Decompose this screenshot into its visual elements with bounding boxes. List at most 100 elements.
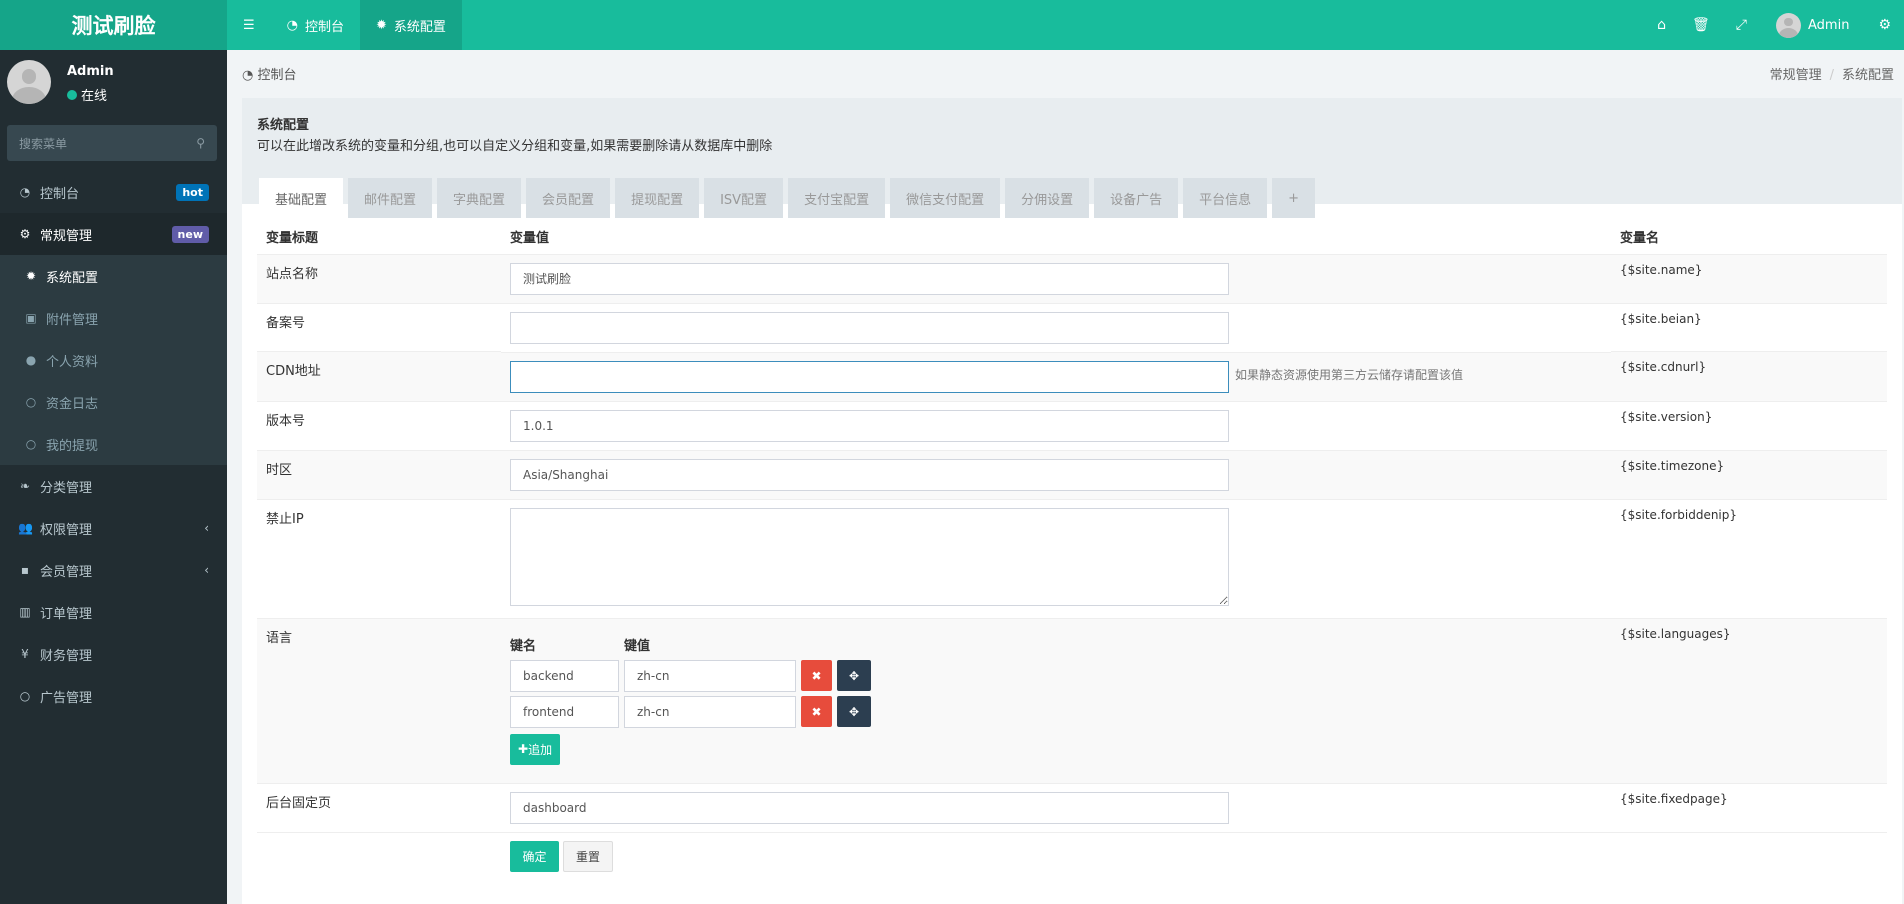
user-menu[interactable]: Admin: [1760, 0, 1865, 50]
sidebar-item-withdraw[interactable]: ○ 我的提现: [0, 423, 227, 465]
sidebar-item-fundlog[interactable]: ○ 资金日志: [0, 381, 227, 423]
sidebar-item-ads[interactable]: ○ 广告管理: [0, 675, 227, 717]
chevron-left-icon: ‹: [204, 521, 209, 535]
fixed-page-input[interactable]: [510, 791, 1229, 824]
sidebar-item-member[interactable]: ▪ 会员管理 ‹: [0, 549, 227, 591]
tab-9[interactable]: 设备广告: [1094, 178, 1179, 218]
breadcrumb-home[interactable]: ◔ 控制台: [242, 64, 297, 83]
beian-input[interactable]: [510, 311, 1229, 344]
sidebar-item-auth[interactable]: 👥 权限管理 ‹: [0, 507, 227, 549]
row-label: 时区: [257, 449, 501, 499]
key-input[interactable]: [510, 659, 619, 692]
panel-description: 可以在此增改系统的变量和分组,也可以自定义分组和变量,如果需要删除请从数据库中删…: [257, 139, 773, 154]
var-name: {$site.timezone}: [1611, 449, 1887, 499]
move-icon: ✥: [848, 668, 860, 683]
actions-row: 确定 重置: [257, 831, 1887, 880]
sidebar-item-label: 权限管理: [40, 522, 93, 538]
sidebar-item-finance[interactable]: ¥ 财务管理: [0, 633, 227, 675]
sidebar-item-dashboard[interactable]: ◔ 控制台 hot: [0, 171, 227, 213]
chevron-left-icon: ‹: [204, 563, 209, 577]
tab-0[interactable]: 基础配置: [259, 178, 344, 218]
search-icon[interactable]: ⚲: [196, 136, 205, 150]
version-input[interactable]: [510, 409, 1229, 442]
sidebar-item-attachment[interactable]: ▣ 附件管理: [0, 297, 227, 339]
tab-6[interactable]: 支付宝配置: [788, 178, 886, 218]
reset-button[interactable]: 重置: [563, 840, 613, 872]
sidebar-item-profile[interactable]: ● 个人资料: [0, 339, 227, 381]
table-row: CDN地址 如果静态资源使用第三方云储存请配置该值 {$site.cdnurl}: [257, 351, 1887, 401]
avatar: [1776, 12, 1801, 38]
dashboard-icon: ◔: [242, 68, 258, 83]
drag-handle[interactable]: ✥: [837, 660, 871, 691]
app-logo[interactable]: 测试刷脸: [0, 0, 227, 50]
cdn-url-input[interactable]: [510, 360, 1229, 393]
var-name: {$site.fixedpage}: [1611, 782, 1887, 832]
close-icon: ✖: [811, 704, 822, 719]
avatar: [7, 60, 51, 104]
table-row: 禁止IP {$site.forbiddenip}: [257, 498, 1887, 618]
sidebar-item-label: 订单管理: [40, 606, 93, 622]
table-row: 站点名称 {$site.name}: [257, 253, 1887, 303]
tab-2[interactable]: 字典配置: [437, 178, 522, 218]
sidebar-item-category[interactable]: ❧ 分类管理: [0, 465, 227, 507]
image-file-icon: ▣: [25, 311, 37, 325]
sidebar-item-order[interactable]: ▥ 订单管理: [0, 591, 227, 633]
row-label: 站点名称: [257, 253, 501, 303]
hot-badge: hot: [176, 183, 209, 201]
sidebar-item-label: 常规管理: [40, 228, 93, 244]
tab-4[interactable]: 提现配置: [615, 178, 700, 218]
sidebar-item-config[interactable]: ✹ 系统配置: [0, 255, 227, 297]
submit-button[interactable]: 确定: [510, 840, 559, 872]
sidebar-item-label: 我的提现: [46, 438, 99, 454]
value-input[interactable]: [624, 659, 796, 692]
sidebar-item-label: 会员管理: [40, 564, 93, 580]
sidebar-item-label: 资金日志: [46, 396, 99, 412]
tab-3[interactable]: 会员配置: [526, 178, 611, 218]
panel-title: 系统配置: [257, 118, 310, 133]
key-input[interactable]: [510, 695, 619, 728]
contact-card-icon: ▪: [20, 563, 30, 577]
site-name-input[interactable]: [510, 262, 1229, 295]
add-pair-button[interactable]: ✚ 追加: [510, 733, 561, 765]
nav-tab-config[interactable]: ✹ 系统配置: [360, 0, 462, 50]
tab-8[interactable]: 分佣设置: [1005, 178, 1090, 218]
circle-icon: ○: [25, 395, 37, 409]
tab-11[interactable]: +: [1272, 178, 1316, 218]
forbidden-ip-textarea[interactable]: [510, 507, 1229, 606]
row-label: 语言: [257, 617, 501, 783]
plus-icon: ✚: [518, 742, 529, 756]
var-name: {$site.languages}: [1611, 617, 1887, 783]
menu-search-input[interactable]: 搜索菜单 ⚲: [7, 125, 217, 161]
home-icon[interactable]: ⌂: [1657, 17, 1667, 33]
nav-tab-label: 系统配置: [393, 19, 446, 35]
tab-5[interactable]: ISV配置: [704, 178, 784, 218]
table-row: 版本号 {$site.version}: [257, 400, 1887, 450]
value-input[interactable]: [624, 695, 796, 728]
sidebar-toggle-button[interactable]: ☰: [227, 0, 271, 50]
add-label: 追加: [528, 742, 553, 757]
sidebar-item-general[interactable]: ⚙ 常规管理 new: [0, 213, 227, 255]
tab-7[interactable]: 微信支付配置: [890, 178, 1001, 218]
move-icon: ✥: [848, 704, 860, 719]
remove-button[interactable]: ✖: [801, 660, 832, 691]
config-table: 变量标题 变量值 变量名 站点名称 {$site.name} 备案号 {$site.…: [257, 220, 1887, 880]
breadcrumb: 常规管理 / 系统配置: [1769, 68, 1894, 83]
circle-icon: ○: [25, 437, 37, 451]
drag-handle[interactable]: ✥: [837, 696, 871, 727]
fullscreen-icon[interactable]: ⤢: [1735, 17, 1747, 33]
tab-1[interactable]: 邮件配置: [348, 178, 433, 218]
tab-10[interactable]: 平台信息: [1183, 178, 1268, 218]
key-header: 键名: [510, 638, 537, 654]
gear-icon: ✹: [376, 17, 387, 33]
column-header: 变量名: [1611, 220, 1887, 255]
timezone-input[interactable]: [510, 458, 1229, 491]
yen-icon: ¥: [21, 647, 29, 661]
cogs-icon[interactable]: ⚙: [1878, 17, 1891, 33]
nav-tab-dashboard[interactable]: ◔ 控制台: [271, 0, 360, 50]
top-navbar: ☰ ◔ 控制台 ✹ 系统配置 ⌂ 🗑 ⤢ Admin ⚙: [227, 0, 1904, 50]
breadcrumb-item[interactable]: 常规管理: [1769, 68, 1822, 83]
breadcrumb-item: 系统配置: [1841, 68, 1894, 83]
trash-icon[interactable]: 🗑: [1692, 17, 1710, 33]
remove-button[interactable]: ✖: [801, 696, 832, 727]
language-pair-row: ✖✥: [510, 695, 1602, 728]
